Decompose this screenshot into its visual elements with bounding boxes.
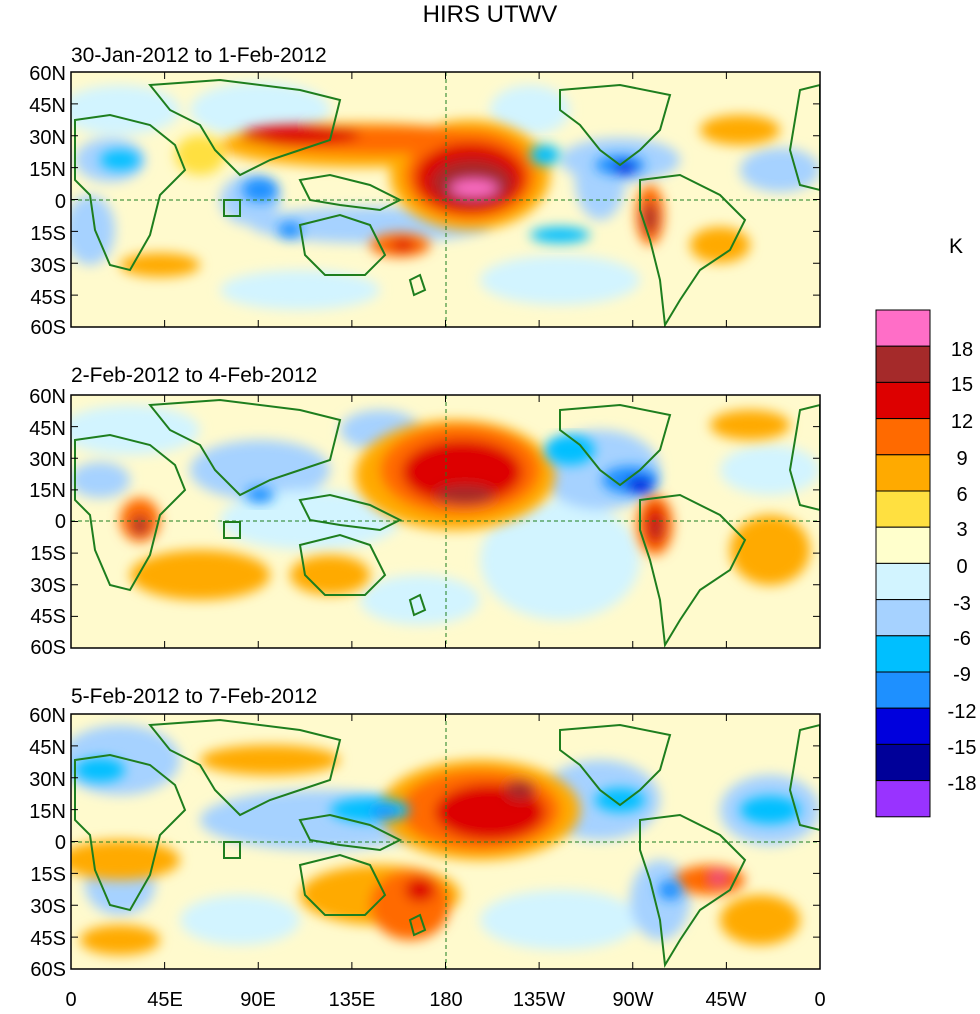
lon-tick-label: 90W	[612, 989, 653, 1011]
lat-tick-label: 45N	[29, 737, 66, 759]
colorbar-label: 12	[951, 411, 973, 433]
colorbar-swatch	[875, 418, 931, 456]
lat-tick-label: 0	[55, 191, 66, 213]
lat-tick-label: 45N	[29, 418, 66, 440]
colorbar-label: -12	[948, 701, 977, 723]
colorbar-swatch	[875, 635, 931, 673]
lon-tick-label: 0	[814, 989, 825, 1011]
colorbar-swatch	[875, 599, 931, 637]
lon-tick-label: 180	[429, 989, 462, 1011]
colorbar-swatch	[875, 454, 931, 492]
colorbar-swatch	[875, 345, 931, 383]
lat-tick-label: 60N	[29, 386, 66, 408]
lat-tick-label: 60S	[30, 959, 66, 981]
panel-1-label: 30-Jan-2012 to 1-Feb-2012	[71, 44, 327, 67]
lat-tick-label: 0	[55, 832, 66, 854]
colorbar-swatch	[875, 309, 931, 347]
lon-tick-label: 45E	[147, 989, 183, 1011]
colorbar-swatch	[875, 526, 931, 564]
lat-tick-label: 45S	[30, 287, 66, 309]
panel-2-lat-axis: 60N 45N 30N 15N 0 15S 30S 45S 60S	[29, 386, 66, 659]
panel-3-lat-axis: 60N 45N 30N 15N 0 15S 30S 45S 60S	[29, 705, 66, 981]
colorbar-swatch	[875, 381, 931, 420]
colorbar-label: -3	[953, 593, 971, 615]
colorbar-label: 9	[956, 448, 967, 470]
lon-tick-label: 135W	[513, 989, 565, 1011]
lat-tick-label: 30S	[30, 575, 66, 597]
lat-tick-label: 60N	[29, 63, 66, 85]
lat-tick-label: 60S	[30, 637, 66, 659]
figure-title: HIRS UTWV	[423, 1, 558, 28]
colorbar-label: 6	[956, 484, 967, 506]
colorbar-labels: 18 15 12 9 6 3 0 -3 -6 -9 -12 -15 -18	[948, 339, 977, 795]
lon-axis: 0 45E 90E 135E 180 135W 90W 45W 0	[65, 989, 825, 1011]
colorbar-label: -9	[953, 664, 971, 686]
colorbar-label: 0	[956, 556, 967, 578]
colorbar-label: 15	[951, 374, 973, 396]
lon-tick-label: 135E	[329, 989, 376, 1011]
lat-tick-label: 15N	[29, 159, 66, 181]
lon-tick-label: 45W	[705, 989, 746, 1011]
lat-tick-label: 0	[55, 511, 66, 533]
panel-2-ticks	[70, 394, 821, 649]
lat-tick-label: 15S	[30, 223, 66, 245]
panel-3: 5-Feb-2012 to 7-Feb-2012	[29, 685, 825, 1011]
colorbar-swatch	[875, 671, 931, 709]
colorbar-label: -15	[948, 737, 977, 759]
lat-tick-label: 15S	[30, 543, 66, 565]
lat-tick-label: 30S	[30, 255, 66, 277]
lat-tick-label: 45S	[30, 606, 66, 628]
colorbar-swatch	[875, 490, 931, 528]
panel-3-field	[71, 714, 820, 969]
colorbar-swatch	[875, 780, 931, 818]
colorbar-label: -18	[948, 773, 977, 795]
lat-tick-label: 30N	[29, 127, 66, 149]
panel-3-ticks	[70, 713, 821, 970]
colorbar-label: 3	[956, 519, 967, 541]
units-label: K	[949, 235, 963, 258]
lat-tick-label: 30N	[29, 449, 66, 471]
panel-1-field	[71, 72, 820, 327]
lat-tick-label: 45S	[30, 928, 66, 950]
lat-tick-label: 15N	[29, 801, 66, 823]
colorbar-swatch	[875, 743, 931, 782]
panel-2-label: 2-Feb-2012 to 4-Feb-2012	[71, 364, 317, 387]
lat-tick-label: 60S	[30, 317, 66, 339]
panel-3-label: 5-Feb-2012 to 7-Feb-2012	[71, 685, 317, 708]
panel-1: 30-Jan-2012 to 1-Feb-2012	[29, 44, 821, 339]
lat-tick-label: 15S	[30, 864, 66, 886]
lat-tick-label: 15N	[29, 480, 66, 502]
colorbar-swatch	[875, 707, 931, 745]
colorbar-swatches	[875, 309, 931, 818]
colorbar: K 18 15 12 9 6 3 0 -3 -6 -9 -12 -15 -18	[875, 235, 977, 818]
lon-tick-label: 90E	[240, 989, 276, 1011]
panel-1-lat-axis: 60N 45N 30N 15N 0 15S 30S 45S 60S	[29, 63, 66, 339]
panel-2: 2-Feb-2012 to 4-Feb-2012	[29, 364, 821, 659]
panel-2-field	[71, 395, 820, 648]
lat-tick-label: 30S	[30, 896, 66, 918]
panel-1-ticks	[70, 71, 821, 328]
colorbar-swatch	[875, 562, 931, 601]
colorbar-label: -6	[953, 628, 971, 650]
lat-tick-label: 60N	[29, 705, 66, 727]
lat-tick-label: 30N	[29, 769, 66, 791]
lon-tick-label: 0	[65, 989, 76, 1011]
lat-tick-label: 45N	[29, 95, 66, 117]
colorbar-label: 18	[951, 339, 973, 361]
